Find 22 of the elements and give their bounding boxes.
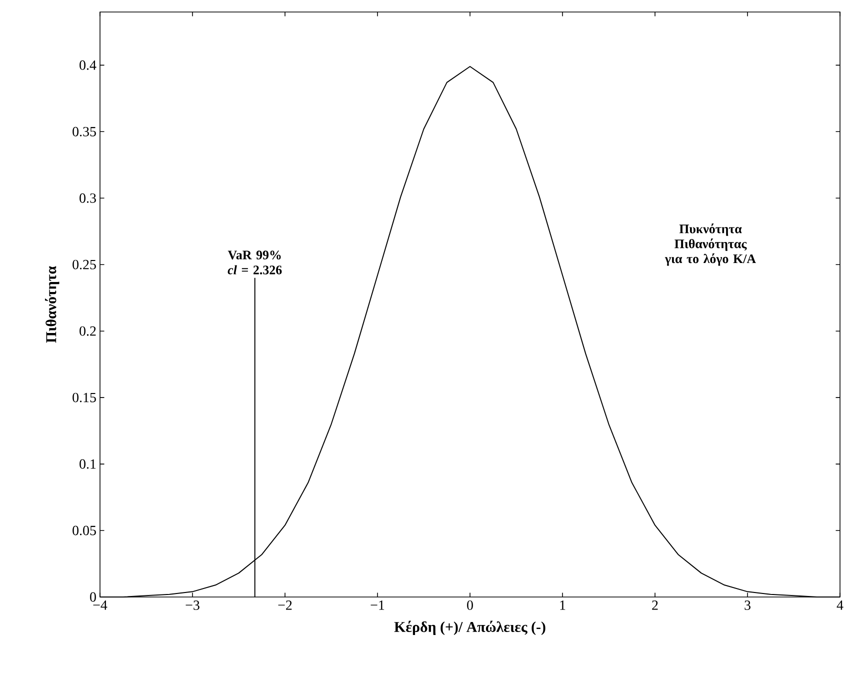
x-tick-label: −1 xyxy=(370,600,384,610)
x-tick-label: −4 xyxy=(93,600,108,610)
x-tick-label: 2 xyxy=(652,600,658,610)
y-tick-label: 0.05 xyxy=(72,526,96,536)
x-tick-label: −3 xyxy=(186,600,200,610)
y-tick-label: 0.25 xyxy=(72,260,96,270)
y-axis-title: Πιθανότητα xyxy=(44,266,60,343)
x-tick-label: −2 xyxy=(278,600,292,610)
x-tick-label: 1 xyxy=(560,600,566,610)
y-tick-label: 0.15 xyxy=(72,392,96,402)
annotation: Πυκνότητα Πιθανότητας για το λόγο Κ/Α xyxy=(664,224,756,266)
y-tick-label: 0.35 xyxy=(72,126,96,136)
x-tick-label: 0 xyxy=(467,600,473,610)
y-tick-label: 0 xyxy=(90,592,96,602)
text: VaR 99% cl = 2.326 xyxy=(228,250,282,274)
x-axis-title: Κέρδη (+)/ Απώλειες (-) xyxy=(394,620,546,636)
y-tick-label: 0.2 xyxy=(80,326,96,336)
x-tick-label: 4 xyxy=(836,600,844,610)
y-tick-label: 0.4 xyxy=(80,60,96,70)
y-tick-label: 0.1 xyxy=(80,459,96,469)
x-tick-label: 3 xyxy=(744,600,750,610)
y-tick-label: 0.3 xyxy=(80,193,96,203)
